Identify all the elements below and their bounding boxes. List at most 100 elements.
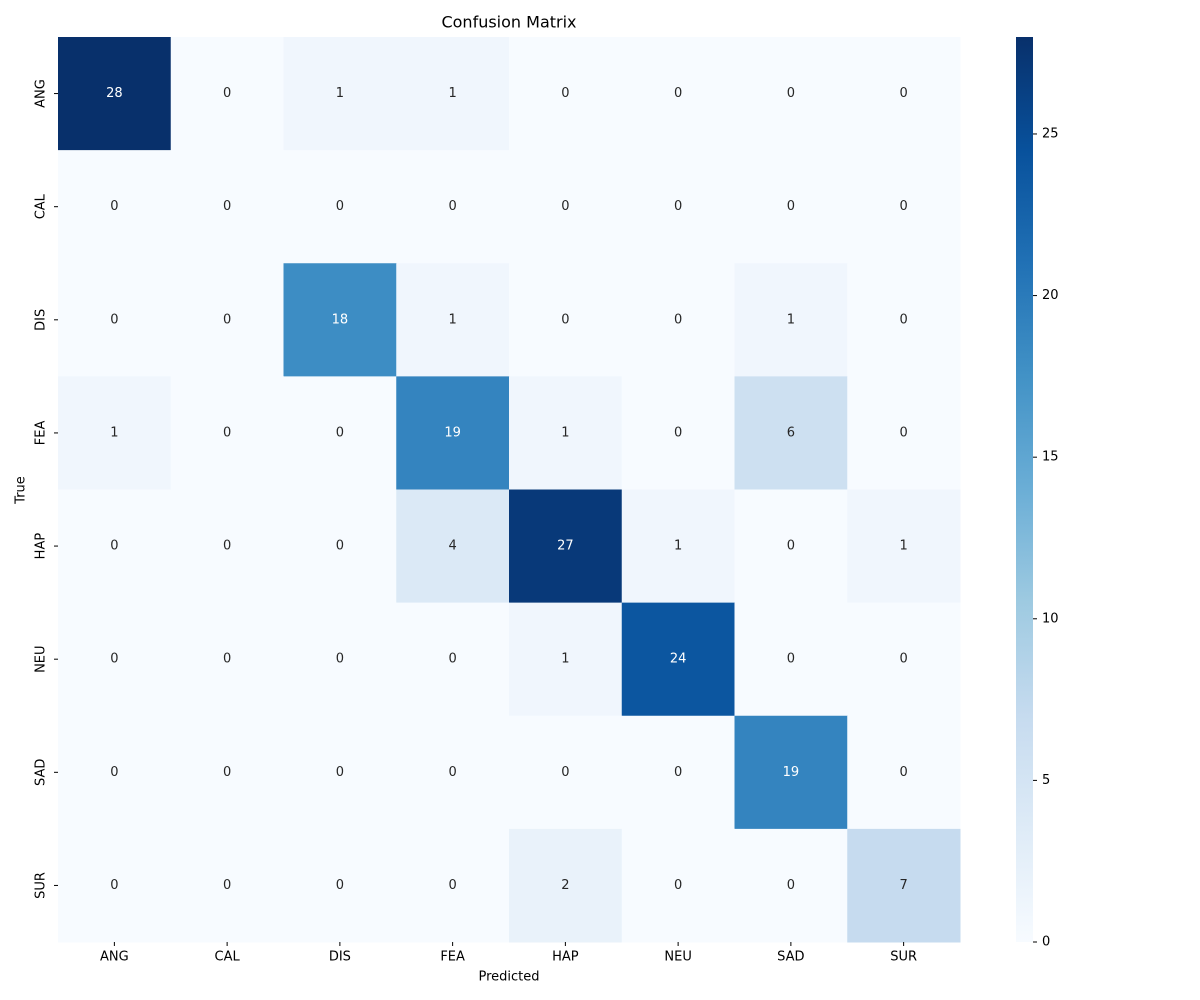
cell-label: 0 [899, 86, 907, 101]
heatmap-cell [283, 828, 397, 943]
cell-label: 0 [110, 652, 118, 667]
x-tick-label: NEU [664, 950, 691, 965]
cell-label: 1 [674, 539, 682, 554]
heatmap-cell [396, 376, 510, 490]
heatmap-cell [621, 150, 735, 264]
chart-title: Confusion Matrix [441, 13, 576, 32]
cell-label: 0 [448, 652, 456, 667]
heatmap-cell [396, 150, 510, 264]
heatmap-cell [283, 602, 397, 717]
cell-label: 0 [448, 765, 456, 780]
cell-label: 27 [557, 539, 574, 554]
cell-label: 18 [332, 312, 349, 327]
cell-label: 0 [674, 765, 682, 780]
heatmap-cell [509, 489, 623, 604]
heatmap-cell [621, 37, 735, 151]
colorbar-tick-label: 15 [1042, 450, 1059, 465]
heatmap-cell [283, 715, 397, 830]
heatmap-cell [734, 715, 848, 830]
cell-label: 0 [223, 652, 231, 667]
cell-label: 0 [899, 425, 907, 440]
cell-label: 0 [110, 539, 118, 554]
heatmap-cell [734, 150, 848, 264]
cell-label: 0 [336, 539, 344, 554]
cell-label: 0 [336, 878, 344, 893]
cell-label: 0 [448, 878, 456, 893]
cell-label: 0 [223, 425, 231, 440]
cell-label: 1 [561, 652, 569, 667]
heatmap-cell [621, 376, 735, 490]
y-tick-label: FEA [34, 421, 49, 446]
heatmap-cell [58, 150, 172, 264]
cell-label: 0 [899, 652, 907, 667]
heatmap-cell [847, 715, 961, 830]
y-tick-label: DIS [34, 309, 49, 331]
y-tick-label: ANG [34, 79, 49, 108]
heatmap-cell [170, 602, 284, 717]
heatmap-cell [734, 37, 848, 151]
cell-label: 0 [110, 878, 118, 893]
cell-label: 28 [106, 86, 123, 101]
cell-label: 1 [787, 312, 795, 327]
cell-label: 0 [448, 199, 456, 214]
cell-label: 1 [899, 539, 907, 554]
heatmap-cell [847, 489, 961, 604]
heatmap-cell [58, 715, 172, 830]
heatmap-cell [509, 263, 623, 377]
y-tick-label: NEU [34, 645, 49, 672]
cell-label: 1 [110, 425, 118, 440]
heatmap-cell [58, 376, 172, 490]
cell-label: 0 [787, 878, 795, 893]
colorbar [1016, 37, 1033, 942]
heatmap-cell [58, 489, 172, 604]
cell-label: 0 [899, 312, 907, 327]
cell-label: 0 [336, 765, 344, 780]
heatmap-cell [621, 715, 735, 830]
heatmap-cell [847, 602, 961, 717]
x-axis-label: Predicted [478, 970, 539, 985]
heatmap-cell [734, 602, 848, 717]
heatmap-cell [396, 489, 510, 604]
heatmap-cell [58, 602, 172, 717]
cell-label: 1 [448, 86, 456, 101]
heatmap-cell [847, 828, 961, 943]
heatmap-cell [283, 489, 397, 604]
heatmap-cell [847, 376, 961, 490]
heatmap-cell [509, 828, 623, 943]
heatmap-cell [734, 376, 848, 490]
colorbar-tick-label: 10 [1042, 611, 1059, 626]
x-tick-label: ANG [100, 950, 129, 965]
heatmap-cell [170, 150, 284, 264]
cell-label: 0 [336, 652, 344, 667]
cell-label: 0 [787, 652, 795, 667]
heatmap-cell [170, 489, 284, 604]
heatmap-cell [170, 37, 284, 151]
heatmap-cell [396, 37, 510, 151]
heatmap-cell [509, 715, 623, 830]
colorbar-tick-label: 0 [1042, 935, 1050, 950]
cell-label: 1 [336, 86, 344, 101]
heatmap-cell [621, 489, 735, 604]
cell-label: 0 [674, 878, 682, 893]
cell-label: 0 [223, 878, 231, 893]
cell-label: 6 [787, 425, 795, 440]
cell-label: 0 [561, 765, 569, 780]
cell-label: 0 [223, 86, 231, 101]
heatmap-cell [621, 263, 735, 377]
cell-label: 0 [336, 199, 344, 214]
cell-label: 4 [448, 539, 456, 554]
heatmap-cell [621, 602, 735, 717]
colorbar-tick-label: 20 [1042, 288, 1059, 303]
x-tick-label: SAD [777, 950, 804, 965]
cell-label: 0 [110, 199, 118, 214]
heatmap-cell [58, 828, 172, 943]
heatmap-cell [396, 715, 510, 830]
cell-label: 0 [674, 86, 682, 101]
colorbar-tick-label: 5 [1042, 773, 1050, 788]
colorbar-tick-label: 25 [1042, 126, 1059, 141]
x-tick-label: SUR [890, 950, 917, 965]
heatmap-cell [283, 150, 397, 264]
heatmap-cell [170, 828, 284, 943]
cell-label: 0 [899, 199, 907, 214]
